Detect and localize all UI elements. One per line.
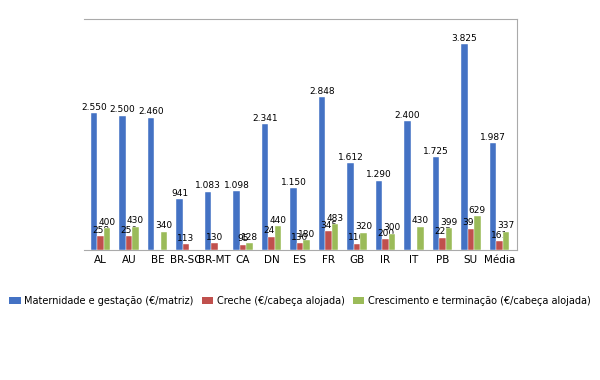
Text: 2.848: 2.848: [309, 87, 335, 95]
Text: 2.400: 2.400: [395, 111, 420, 120]
Bar: [446, 228, 452, 250]
Text: 113: 113: [178, 234, 194, 242]
Text: 300: 300: [383, 223, 401, 233]
Text: 128: 128: [241, 233, 258, 242]
Bar: [360, 233, 367, 250]
Bar: [104, 228, 110, 250]
Bar: [290, 188, 297, 250]
Bar: [161, 232, 167, 250]
Text: 396: 396: [462, 218, 479, 227]
Bar: [148, 118, 154, 250]
Text: 161: 161: [491, 231, 508, 240]
Bar: [240, 245, 246, 250]
Bar: [467, 229, 474, 250]
Bar: [91, 113, 97, 250]
Bar: [211, 243, 218, 250]
Bar: [205, 192, 211, 250]
Bar: [354, 244, 360, 250]
Bar: [382, 239, 389, 250]
Bar: [119, 116, 126, 250]
Text: 1.290: 1.290: [366, 170, 392, 179]
Text: 337: 337: [497, 222, 515, 231]
Text: 1.083: 1.083: [195, 181, 221, 190]
Text: 1.725: 1.725: [423, 147, 449, 156]
Text: 116: 116: [349, 233, 365, 242]
Text: 258: 258: [92, 226, 109, 235]
Text: 629: 629: [469, 206, 486, 215]
Bar: [233, 191, 240, 250]
Bar: [297, 243, 303, 250]
Text: 1.987: 1.987: [480, 133, 506, 142]
Bar: [268, 237, 275, 250]
Legend: Maternidade e gestação (€/matriz), Creche (€/cabeça alojada), Crescimento e term: Maternidade e gestação (€/matriz), Crech…: [5, 292, 595, 310]
Text: 1.612: 1.612: [338, 153, 364, 162]
Text: 200: 200: [377, 229, 394, 238]
Text: 440: 440: [269, 216, 286, 225]
Bar: [246, 243, 253, 250]
Bar: [404, 121, 411, 250]
Text: 2.341: 2.341: [252, 114, 278, 123]
Text: 345: 345: [320, 221, 337, 230]
Bar: [490, 143, 496, 250]
Text: 400: 400: [98, 218, 116, 227]
Text: 245: 245: [263, 226, 280, 236]
Bar: [126, 236, 133, 250]
Text: 180: 180: [298, 230, 315, 239]
Text: 1.150: 1.150: [281, 178, 307, 187]
Text: 3.825: 3.825: [452, 34, 478, 43]
Text: 130: 130: [206, 233, 223, 242]
Bar: [262, 124, 268, 250]
Bar: [503, 232, 509, 250]
Bar: [176, 200, 183, 250]
Text: 95: 95: [237, 234, 249, 244]
Text: 130: 130: [292, 233, 308, 242]
Bar: [303, 240, 310, 250]
Bar: [439, 238, 446, 250]
Text: 320: 320: [355, 222, 372, 231]
Text: 250: 250: [121, 226, 137, 235]
Text: 399: 399: [440, 218, 458, 227]
Text: 430: 430: [127, 217, 144, 225]
Bar: [347, 163, 354, 250]
Bar: [133, 227, 139, 250]
Text: 225: 225: [434, 228, 451, 236]
Bar: [496, 241, 503, 250]
Bar: [433, 157, 439, 250]
Bar: [97, 236, 104, 250]
Text: 1.098: 1.098: [224, 180, 250, 190]
Bar: [376, 180, 382, 250]
Text: 483: 483: [326, 214, 344, 223]
Bar: [461, 44, 467, 250]
Text: 2.500: 2.500: [110, 105, 136, 114]
Bar: [332, 224, 338, 250]
Bar: [275, 226, 281, 250]
Bar: [389, 234, 395, 250]
Bar: [474, 216, 481, 250]
Bar: [319, 97, 325, 250]
Text: 2.550: 2.550: [81, 103, 107, 111]
Bar: [417, 227, 424, 250]
Bar: [325, 231, 332, 250]
Text: 2.460: 2.460: [138, 108, 164, 116]
Text: 941: 941: [171, 189, 188, 198]
Bar: [183, 244, 189, 250]
Text: 430: 430: [412, 217, 429, 225]
Text: 340: 340: [155, 221, 173, 230]
